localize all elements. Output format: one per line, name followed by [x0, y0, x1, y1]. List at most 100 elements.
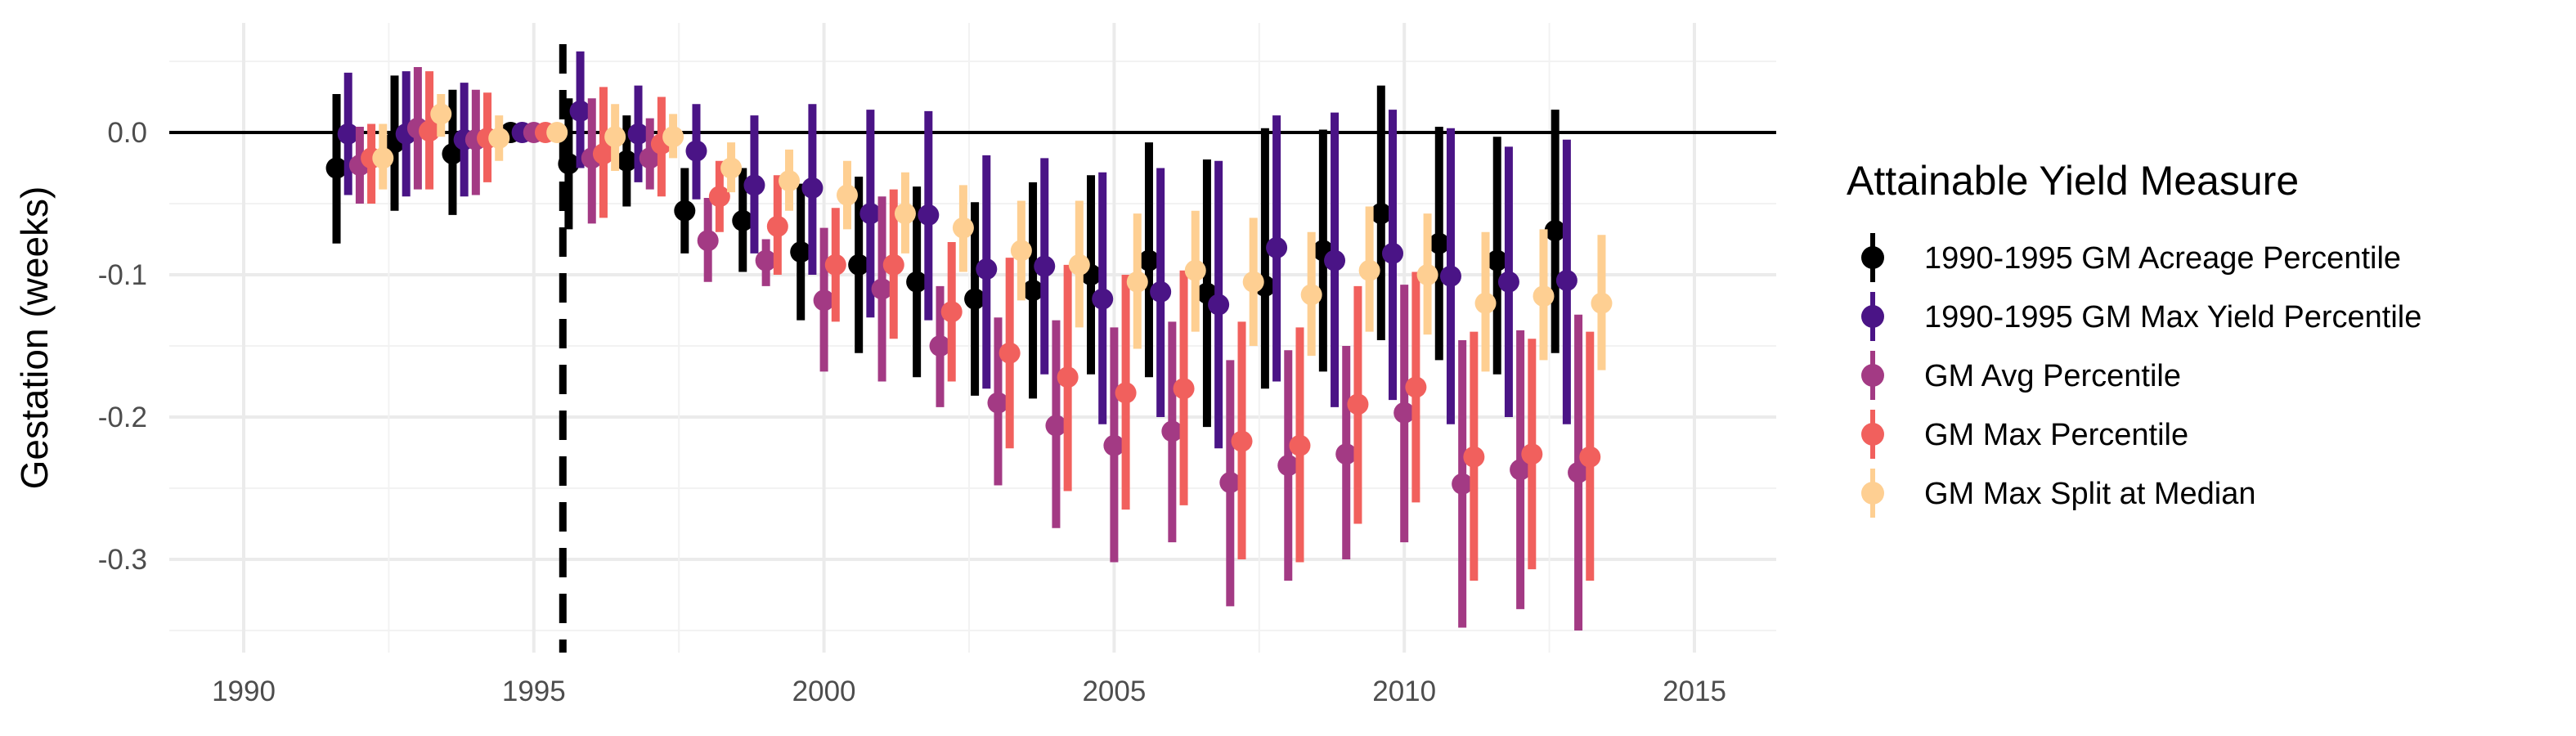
- data-point: [616, 150, 638, 172]
- data-point: [558, 153, 580, 175]
- data-point: [708, 186, 730, 208]
- legend-label: GM Max Percentile: [1924, 418, 2188, 452]
- y-tick-label: -0.3: [98, 544, 147, 576]
- data-point: [964, 288, 986, 310]
- data-point: [685, 140, 707, 162]
- data-point: [1393, 402, 1416, 424]
- data-point: [824, 254, 846, 276]
- data-point: [1382, 242, 1404, 264]
- data-point: [720, 157, 743, 179]
- data-point: [999, 342, 1021, 364]
- data-point: [1497, 271, 1519, 293]
- axes: Gestation (weeks) 1990 1995 2000 2005 2010 20…: [13, 117, 1726, 707]
- data-point: [813, 289, 835, 312]
- data-point: [1161, 420, 1183, 442]
- data-point: [1138, 249, 1160, 272]
- data-point: [488, 127, 510, 149]
- legend-title: Attainable Yield Measure: [1847, 158, 2299, 204]
- series-4: [361, 71, 1601, 581]
- plot-area: [325, 51, 1613, 631]
- legend-key-point: [1861, 482, 1884, 505]
- data-point: [1289, 434, 1311, 456]
- x-tick-label: 2010: [1372, 675, 1436, 707]
- data-point: [1568, 461, 1590, 483]
- series-3: [348, 66, 1590, 631]
- x-tick-label: 2000: [792, 675, 856, 707]
- data-point: [1416, 264, 1438, 285]
- legend-key-point: [1861, 423, 1884, 446]
- data-point: [1579, 446, 1601, 468]
- data-point: [1474, 292, 1497, 314]
- legend-key-point: [1861, 364, 1884, 387]
- data-point: [1533, 285, 1555, 307]
- data-point: [987, 392, 1009, 414]
- x-tick-label: 2005: [1082, 675, 1146, 707]
- data-point: [372, 147, 394, 169]
- data-point: [836, 184, 858, 206]
- data-point: [1068, 254, 1090, 276]
- data-point: [1428, 232, 1450, 254]
- x-tick-label: 1990: [212, 675, 276, 707]
- data-point: [1057, 366, 1079, 388]
- data-point: [1370, 203, 1392, 225]
- legend-item: 1990-1995 GM Acreage Percentile: [1861, 233, 2401, 282]
- legend-item: GM Max Split at Median: [1861, 469, 2255, 518]
- legend: Attainable Yield Measure 1990-1995 GM Ac…: [1847, 158, 2421, 518]
- x-tick-label: 1995: [502, 675, 566, 707]
- y-tick-label: -0.1: [98, 259, 147, 291]
- data-point: [1555, 269, 1577, 291]
- data-point: [1347, 393, 1369, 415]
- data-point: [639, 147, 661, 169]
- data-point: [976, 258, 998, 280]
- data-point: [1439, 265, 1461, 287]
- data-point: [604, 126, 626, 148]
- data-point: [929, 335, 951, 357]
- data-point: [1277, 455, 1299, 477]
- x-tick-label: 2015: [1663, 675, 1726, 707]
- legend-key-point: [1861, 305, 1884, 328]
- data-point: [1300, 284, 1322, 306]
- data-point: [882, 254, 904, 276]
- data-point: [1126, 271, 1148, 293]
- data-point: [1219, 472, 1241, 494]
- legend-item: GM Max Percentile: [1861, 410, 2188, 459]
- data-point: [1184, 259, 1206, 281]
- data-point: [1034, 255, 1056, 277]
- data-point: [627, 123, 649, 145]
- legend-item: GM Avg Percentile: [1861, 351, 2181, 400]
- data-point: [442, 143, 464, 165]
- series-2: [337, 51, 1577, 449]
- y-tick-label: 0.0: [107, 117, 147, 149]
- data-point: [1335, 443, 1358, 465]
- data-point: [1045, 415, 1067, 437]
- data-point: [592, 143, 614, 165]
- data-point: [1266, 236, 1288, 258]
- data-point: [1103, 434, 1125, 456]
- data-point: [859, 203, 882, 225]
- data-point: [325, 157, 348, 179]
- data-point: [1324, 249, 1346, 272]
- data-point: [732, 209, 754, 231]
- data-point: [662, 126, 684, 148]
- series-1: [325, 75, 1566, 428]
- legend-label: GM Avg Percentile: [1924, 359, 2181, 393]
- data-point: [1022, 280, 1044, 302]
- data-point: [906, 271, 928, 293]
- legend-label: GM Max Split at Median: [1924, 477, 2255, 511]
- legend-label: 1990-1995 GM Max Yield Percentile: [1924, 300, 2421, 334]
- data-point: [755, 249, 777, 272]
- data-point: [1510, 459, 1532, 481]
- y-axis-title: Gestation (weeks): [13, 186, 56, 490]
- data-point: [1150, 280, 1172, 303]
- data-point: [790, 241, 812, 263]
- data-point: [1463, 446, 1485, 468]
- data-point: [430, 103, 452, 125]
- data-point: [918, 204, 940, 226]
- data-point: [894, 203, 916, 225]
- data-point: [1092, 288, 1114, 310]
- data-point: [1358, 259, 1380, 281]
- legend-label: 1990-1995 GM Acreage Percentile: [1924, 241, 2401, 276]
- data-point: [1452, 473, 1474, 495]
- data-point: [952, 217, 974, 239]
- data-point: [674, 200, 696, 222]
